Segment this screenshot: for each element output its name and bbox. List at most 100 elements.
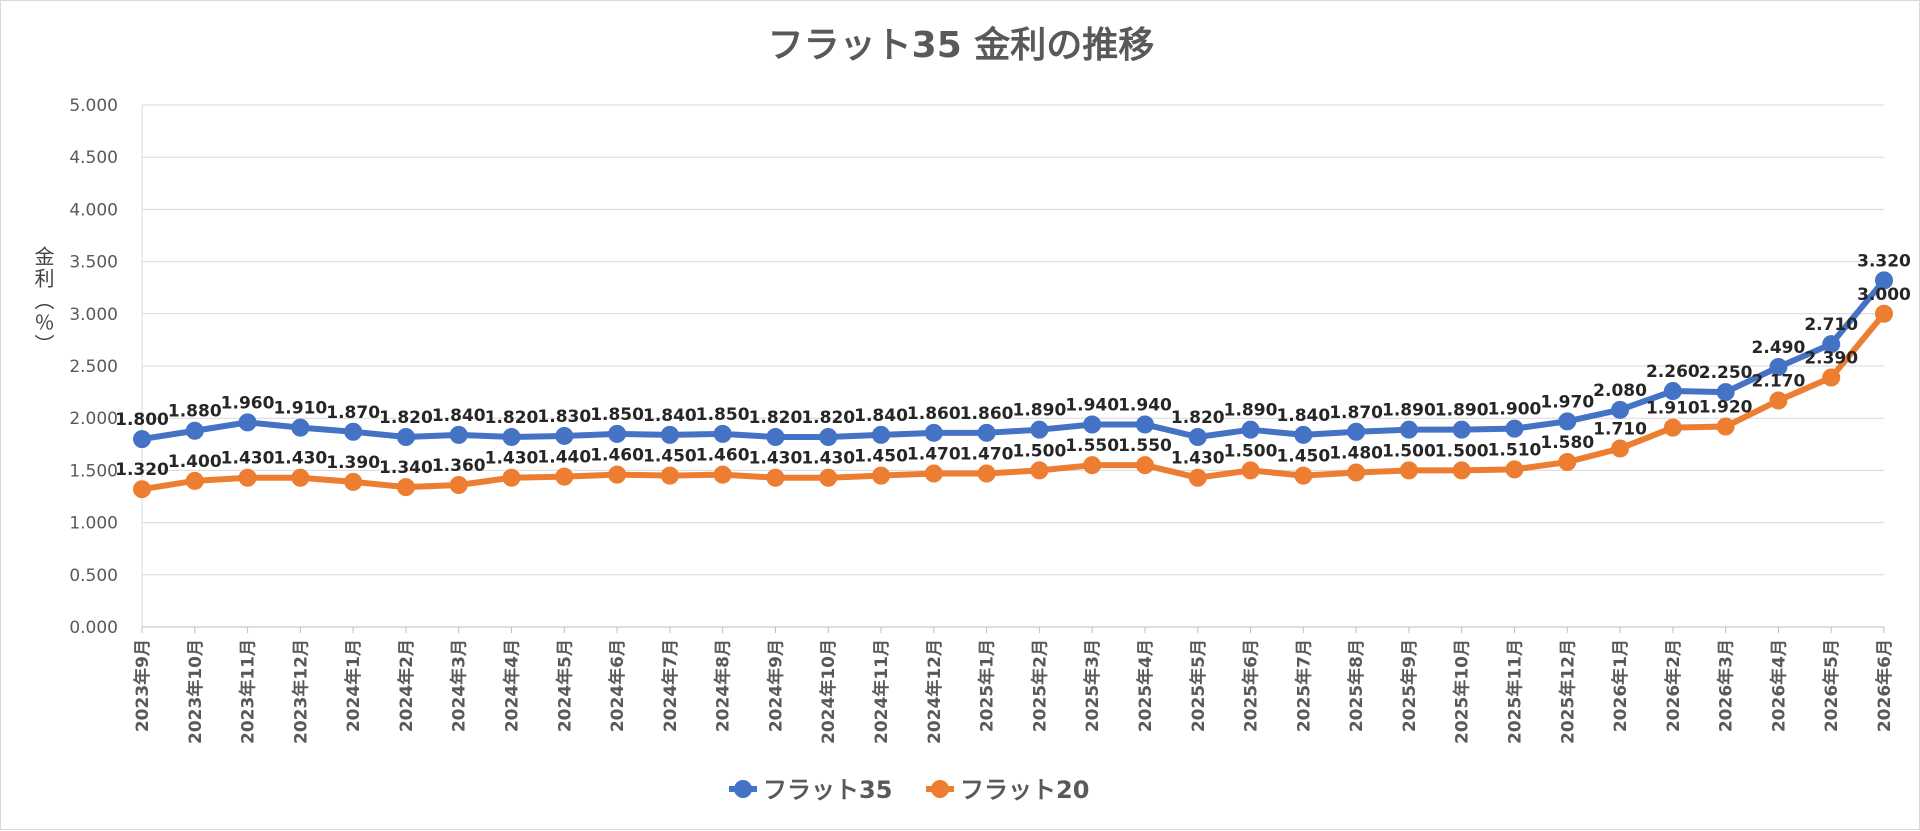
data-point — [608, 424, 627, 443]
data-point — [1769, 358, 1788, 377]
data-point — [977, 423, 996, 442]
data-point — [819, 427, 838, 446]
data-label: 1.890 — [1013, 401, 1067, 421]
data-label: 3.320 — [1857, 251, 1911, 271]
data-label: 1.820 — [1171, 408, 1225, 428]
data-point — [1875, 271, 1893, 290]
data-label: 1.910 — [1646, 399, 1700, 419]
data-point — [291, 468, 310, 487]
x-tick-label: 2024年10月 — [818, 639, 839, 744]
data-label: 1.870 — [326, 403, 380, 423]
data-label: 1.470 — [960, 445, 1014, 465]
y-tick-label: 4.500 — [69, 148, 118, 168]
x-tick-label: 2023年12月 — [290, 639, 311, 744]
data-label: 1.440 — [537, 448, 591, 468]
x-axis-ticks: 2023年9月 2023年10月 2023年11月 2023年12月 2024年1月 20… — [132, 639, 1895, 744]
data-point — [1347, 463, 1366, 482]
data-label: 1.820 — [485, 408, 539, 428]
x-tick-label: 2024年8月 — [713, 639, 734, 732]
data-point — [185, 471, 204, 490]
x-tick-label: 2025年11月 — [1504, 639, 1525, 744]
data-label: 1.900 — [1488, 400, 1542, 420]
data-label: 1.470 — [907, 445, 961, 465]
data-label: 1.430 — [485, 449, 539, 469]
data-point — [1611, 439, 1630, 458]
data-label: 1.850 — [696, 405, 750, 425]
data-label: 1.390 — [326, 453, 380, 473]
data-point — [1188, 427, 1207, 446]
data-point — [1875, 304, 1893, 323]
data-label: 2.250 — [1699, 363, 1753, 383]
data-point — [1135, 415, 1154, 434]
data-label: 1.550 — [1065, 436, 1119, 456]
data-label: 1.500 — [1224, 441, 1278, 461]
data-label: 1.880 — [168, 402, 222, 422]
data-point — [766, 468, 785, 487]
legend-marker — [734, 780, 752, 798]
data-label: 2.390 — [1804, 348, 1858, 368]
data-point — [1188, 468, 1207, 487]
data-label: 1.500 — [1382, 441, 1436, 461]
y-tick-label: 0.000 — [69, 618, 118, 638]
data-point — [1399, 420, 1418, 439]
y-tick-label: 3.500 — [69, 253, 118, 273]
data-label: 1.890 — [1435, 401, 1489, 421]
data-point — [449, 476, 468, 495]
x-tick-label: 2025年6月 — [1241, 639, 1262, 732]
data-label: 1.430 — [749, 449, 803, 469]
data-label: 1.430 — [221, 449, 275, 469]
data-label: 1.890 — [1224, 401, 1278, 421]
x-tick-label: 2025年3月 — [1082, 639, 1103, 732]
data-point — [185, 421, 204, 440]
data-point — [660, 425, 679, 444]
x-tick-label: 2025年5月 — [1188, 639, 1209, 732]
data-label: 1.840 — [854, 406, 908, 426]
data-point — [608, 465, 627, 484]
y-tick-label: 3.000 — [69, 305, 118, 325]
data-point — [1452, 461, 1471, 480]
x-tick-label: 2026年3月 — [1716, 639, 1737, 732]
gridlines — [141, 104, 1885, 633]
data-label: 1.940 — [1118, 395, 1172, 415]
data-point — [1083, 456, 1102, 475]
x-tick-label: 2026年4月 — [1768, 639, 1789, 732]
data-label: 1.820 — [801, 408, 855, 428]
x-tick-label: 2025年7月 — [1293, 639, 1314, 732]
x-tick-label: 2025年8月 — [1346, 639, 1367, 732]
x-tick-label: 2026年6月 — [1874, 639, 1895, 732]
data-label: 1.800 — [115, 410, 169, 430]
data-label: 1.840 — [643, 406, 697, 426]
x-tick-label: 2026年5月 — [1821, 639, 1842, 732]
x-tick-label: 2023年9月 — [132, 639, 153, 732]
data-label: 1.840 — [432, 406, 486, 426]
data-point — [872, 425, 891, 444]
y-tick-label: 5.000 — [69, 96, 118, 116]
data-label: 1.960 — [221, 393, 275, 413]
data-label: 1.500 — [1435, 441, 1489, 461]
data-point — [1716, 383, 1735, 402]
data-point — [396, 427, 415, 446]
legend-label: フラット35 — [763, 776, 892, 804]
data-point — [1030, 461, 1049, 480]
legend-marker — [931, 780, 949, 798]
data-point — [396, 478, 415, 497]
data-label: 1.970 — [1540, 392, 1594, 412]
data-label: 1.830 — [537, 407, 591, 427]
data-point — [344, 422, 363, 441]
data-label: 1.550 — [1118, 436, 1172, 456]
data-label: 1.860 — [960, 404, 1014, 424]
data-point — [1822, 368, 1841, 387]
x-tick-label: 2024年7月 — [660, 639, 681, 732]
legend: フラット35 フラット20 — [729, 776, 1089, 804]
data-point — [1294, 466, 1313, 485]
data-point — [1558, 453, 1577, 472]
data-point — [1663, 418, 1682, 437]
data-point — [1769, 391, 1788, 410]
data-label: 1.430 — [273, 449, 327, 469]
x-tick-label: 2024年11月 — [871, 639, 892, 744]
data-label: 1.320 — [115, 460, 169, 480]
data-point — [1611, 400, 1630, 419]
series-line-flat20 — [141, 311, 1887, 493]
y-axis-label: 金利（％） — [31, 246, 55, 356]
